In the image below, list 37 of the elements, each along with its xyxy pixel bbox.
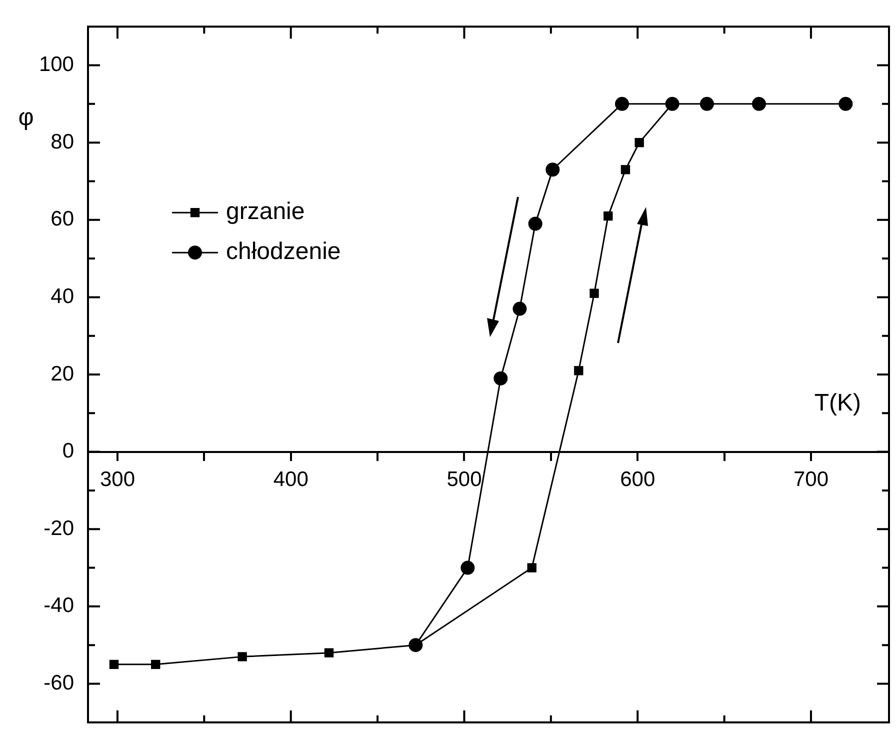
point <box>460 560 475 575</box>
y-tick-label: -60 <box>44 672 74 695</box>
point <box>700 96 714 111</box>
point <box>604 211 613 221</box>
y-tick-label: 20 <box>50 362 74 386</box>
point <box>527 563 536 572</box>
point <box>151 660 160 670</box>
y-tick-label: 60 <box>50 208 74 231</box>
point <box>512 302 527 316</box>
legend-label: chłodzenie <box>226 238 341 266</box>
x-tick-label: 600 <box>620 468 656 492</box>
point <box>620 165 630 174</box>
point <box>109 660 119 670</box>
x-tick-label: 500 <box>446 468 482 492</box>
point <box>528 216 542 231</box>
point <box>546 162 560 177</box>
point <box>752 96 766 111</box>
point <box>838 96 853 111</box>
y-tick-label: 40 <box>50 284 74 308</box>
x-tick-label: 400 <box>273 468 308 492</box>
point <box>574 366 584 376</box>
y-tick-label: 0 <box>62 440 74 463</box>
y-tick-label: -20 <box>44 516 74 540</box>
point <box>494 371 508 386</box>
y-axis-title: φ <box>18 104 34 132</box>
point <box>615 96 629 111</box>
x-tick-label: 300 <box>100 468 135 492</box>
point <box>590 288 599 298</box>
y-tick-label: 100 <box>38 53 74 76</box>
point <box>238 652 247 662</box>
x-axis-title: T(K) <box>814 389 861 416</box>
point <box>324 648 334 658</box>
y-tick-label: 80 <box>50 130 74 154</box>
legend-label: grzanie <box>226 198 305 226</box>
point <box>634 138 644 148</box>
y-tick-label: -40 <box>44 594 74 618</box>
x-tick-label: 700 <box>793 468 829 492</box>
